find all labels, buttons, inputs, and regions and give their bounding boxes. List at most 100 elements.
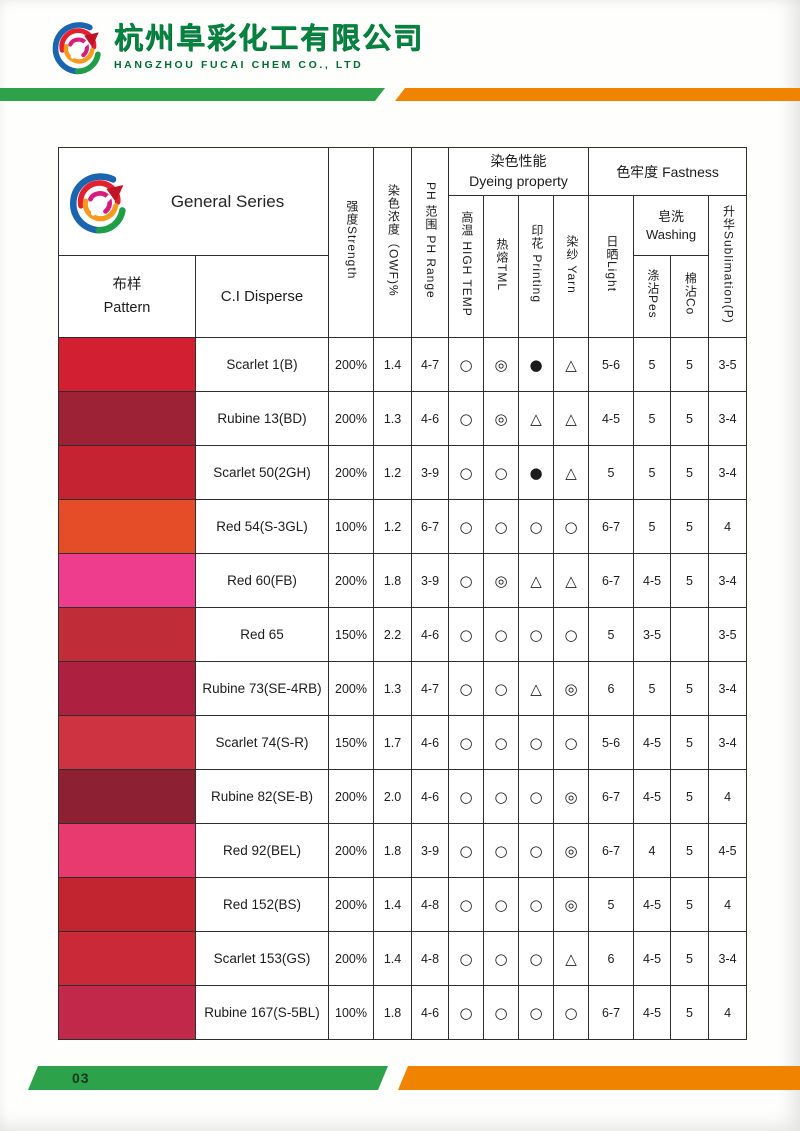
pes-value: 5 <box>633 445 672 500</box>
yarn-rating: ◎ <box>553 823 590 878</box>
owf-value: 1.4 <box>373 931 413 986</box>
dye-name: Rubine 13(BD) <box>194 391 330 446</box>
header-row-groups: General Series 强度Strength 染色浓度（OWF)% PH … <box>57 147 748 338</box>
co-value: 5 <box>670 553 710 608</box>
pes-value: 4 <box>633 823 672 878</box>
yarn-rating: ◎ <box>553 769 590 824</box>
hightemp-rating: ○ <box>448 499 485 554</box>
footer-bar-orange <box>398 1066 800 1090</box>
strength-value: 200% <box>328 337 375 392</box>
pes-value: 3-5 <box>633 607 672 662</box>
light-value: 6-7 <box>588 499 635 554</box>
washing-label-en: Washing <box>645 226 697 242</box>
strength-value: 200% <box>328 877 375 932</box>
light-value: 6-7 <box>588 985 635 1040</box>
co-value: 5 <box>670 337 710 392</box>
dye-row: Rubine 167(S-5BL) 100% 1.8 4-6 ○ ○ ○ ○ 6… <box>58 985 748 1040</box>
yarn-rating: ◎ <box>553 877 590 932</box>
printing-rating: ○ <box>518 931 555 986</box>
sublimation-value: 3-4 <box>708 553 748 608</box>
dye-row: Red 54(S-3GL) 100% 1.2 6-7 ○ ○ ○ ○ 6-7 5… <box>58 499 748 554</box>
color-swatch <box>58 931 196 986</box>
tml-rating: ○ <box>483 931 520 986</box>
owf-value: 1.8 <box>373 553 413 608</box>
pes-value: 4-5 <box>633 769 672 824</box>
owf-value: 1.4 <box>373 337 413 392</box>
printing-rating: ○ <box>518 877 555 932</box>
page-number: 03 <box>72 1070 90 1086</box>
dye-name: Rubine 73(SE-4RB) <box>194 661 330 716</box>
sublimation-value: 4 <box>708 985 748 1040</box>
sublimation-value: 3-4 <box>708 715 748 770</box>
strength-value: 200% <box>328 823 375 878</box>
hightemp-rating: ○ <box>448 391 485 446</box>
color-swatch <box>58 985 196 1040</box>
strength-value: 200% <box>328 769 375 824</box>
dyeing-label-cn: 染色性能 <box>490 152 547 169</box>
ph-value: 4-6 <box>411 391 450 446</box>
yarn-rating: ○ <box>553 607 590 662</box>
co-value <box>670 607 710 662</box>
co-value: 5 <box>670 391 710 446</box>
pes-value: 4-5 <box>633 553 672 608</box>
col-header-pattern: 布样 Pattern <box>58 255 196 338</box>
printing-rating: △ <box>518 553 555 608</box>
divider-bar-orange <box>395 88 800 101</box>
sublimation-value: 4 <box>708 877 748 932</box>
co-value: 5 <box>670 661 710 716</box>
ph-value: 4-6 <box>411 715 450 770</box>
tml-rating: ○ <box>483 769 520 824</box>
light-value: 5 <box>588 607 635 662</box>
col-header-co: 棉沾Co <box>670 255 710 338</box>
sublimation-value: 3-4 <box>708 661 748 716</box>
ph-value: 4-6 <box>411 769 450 824</box>
sublimation-value: 3-5 <box>708 337 748 392</box>
col-header-yarn: 染纱 Yarn <box>553 195 590 338</box>
dyeing-label-en: Dyeing property <box>469 172 568 189</box>
dye-name: Scarlet 50(2GH) <box>194 445 330 500</box>
group-header-dyeing: 染色性能 Dyeing property <box>448 147 590 196</box>
owf-value: 1.8 <box>373 985 413 1040</box>
color-swatch <box>58 715 196 770</box>
dye-name: Rubine 82(SE-B) <box>194 769 330 824</box>
tml-rating: ◎ <box>483 553 520 608</box>
sublimation-value: 3-4 <box>708 931 748 986</box>
color-swatch <box>58 607 196 662</box>
ph-value: 4-6 <box>411 985 450 1040</box>
strength-value: 150% <box>328 715 375 770</box>
printing-rating: ● <box>518 337 555 392</box>
company-name-en: HANGZHOU FUCAI CHEM CO., LTD <box>114 58 364 71</box>
dye-name: Red 60(FB) <box>194 553 330 608</box>
light-value: 5 <box>588 877 635 932</box>
yarn-rating: ○ <box>553 985 590 1040</box>
light-value: 6 <box>588 931 635 986</box>
strength-value: 200% <box>328 661 375 716</box>
dye-row: Rubine 82(SE-B) 200% 2.0 4-6 ○ ○ ○ ◎ 6-7… <box>58 769 748 824</box>
color-swatch <box>58 823 196 878</box>
strength-value: 200% <box>328 931 375 986</box>
col-header-printing: 印花 Printing <box>518 195 555 338</box>
ph-value: 4-8 <box>411 931 450 986</box>
co-value: 5 <box>670 931 710 986</box>
hightemp-rating: ○ <box>448 931 485 986</box>
dye-table-body: Scarlet 1(B) 200% 1.4 4-7 ○ ◎ ● △ 5-6 5 … <box>58 337 748 1040</box>
hightemp-rating: ○ <box>448 661 485 716</box>
dye-name: Red 92(BEL) <box>194 823 330 878</box>
printing-rating: ○ <box>518 607 555 662</box>
pes-value: 4-5 <box>633 877 672 932</box>
ph-value: 4-6 <box>411 607 450 662</box>
light-value: 6 <box>588 661 635 716</box>
tml-rating: ○ <box>483 715 520 770</box>
sublimation-value: 3-5 <box>708 607 748 662</box>
pattern-label-en: Pattern <box>103 299 151 316</box>
ph-value: 4-8 <box>411 877 450 932</box>
light-value: 6-7 <box>588 823 635 878</box>
printing-rating: ○ <box>518 499 555 554</box>
ph-value: 3-9 <box>411 445 450 500</box>
light-value: 4-5 <box>588 391 635 446</box>
pes-value: 5 <box>633 499 672 554</box>
owf-value: 1.2 <box>373 499 413 554</box>
yarn-rating: △ <box>553 553 590 608</box>
strength-value: 100% <box>328 499 375 554</box>
